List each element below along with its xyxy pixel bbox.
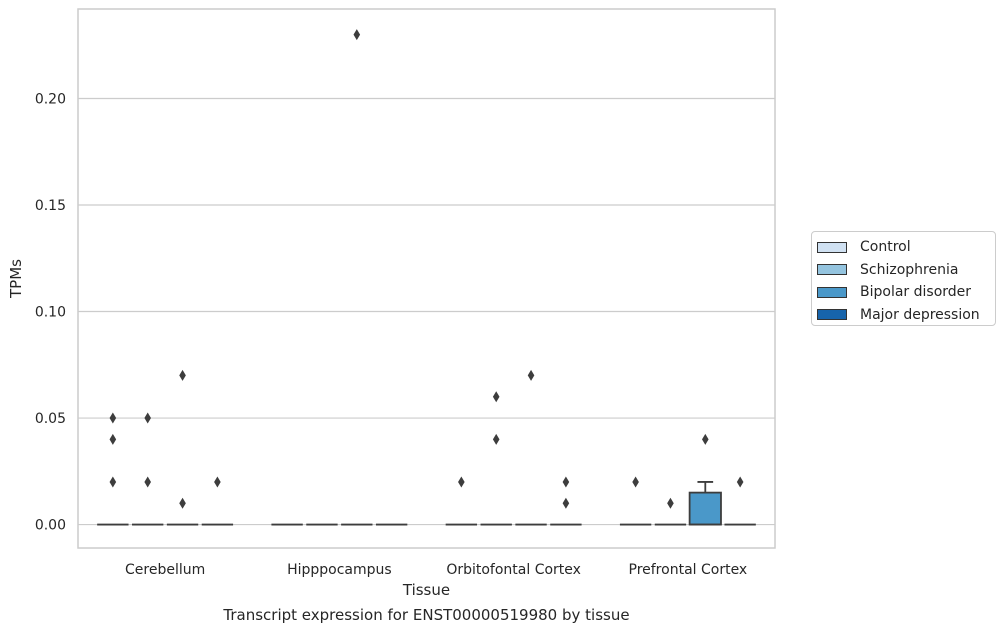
y-tick-label: 0.15	[35, 198, 66, 214]
outlier-point	[492, 391, 500, 403]
legend-label-major-depression: Major depression	[860, 306, 980, 323]
legend: Control Schizophrenia Bipolar disorder M…	[811, 231, 996, 326]
x-axis-label: Tissue	[402, 581, 450, 599]
outlier-point	[109, 412, 117, 424]
outlier-point	[562, 476, 570, 488]
legend-item-bipolar-disorder: Bipolar disorder	[817, 281, 995, 304]
legend-item-control: Control	[817, 236, 995, 259]
plot-background	[78, 9, 775, 548]
legend-swatch-schizophrenia	[817, 264, 847, 276]
x-tick-label: Prefrontal Cortex	[629, 562, 748, 578]
outlier-point	[179, 369, 186, 381]
outlier-point	[109, 476, 117, 488]
chart-caption: Transcript expression for ENST0000051998…	[223, 606, 630, 624]
legend-label-bipolar-disorder: Bipolar disorder	[860, 284, 972, 301]
legend-item-schizophrenia: Schizophrenia	[817, 259, 995, 282]
outlier-point	[632, 476, 639, 488]
box	[688, 491, 722, 526]
legend-label-schizophrenia: Schizophrenia	[860, 261, 959, 278]
y-tick-label: 0.20	[35, 91, 66, 107]
outlier-point	[109, 433, 117, 445]
outlier-point	[353, 29, 361, 41]
outlier-point	[527, 369, 535, 381]
legend-swatch-control	[817, 241, 847, 253]
y-axis-label: TPMs	[7, 259, 25, 299]
outlier-point	[562, 497, 570, 509]
legend-swatch-major-depression	[817, 309, 847, 321]
outlier-point	[702, 433, 709, 445]
outlier-point	[458, 476, 465, 488]
outlier-point	[736, 476, 744, 488]
plot-frame	[77, 8, 776, 549]
legend-item-major-depression: Major depression	[817, 304, 995, 327]
legend-label-control: Control	[860, 239, 911, 256]
y-tick-label: 0.05	[35, 411, 66, 427]
x-tick-label: Hipppocampus	[287, 562, 392, 578]
outlier-point	[179, 497, 186, 509]
outlier-point	[214, 476, 221, 488]
x-tick-label: Orbitofontal Cortex	[446, 562, 581, 578]
x-tick-label: Cerebellum	[125, 562, 205, 578]
y-tick-label: 0.00	[35, 518, 66, 534]
outlier-point	[492, 433, 500, 445]
y-tick-label: 0.10	[35, 305, 66, 321]
legend-swatch-bipolar-disorder	[817, 286, 847, 298]
outlier-point	[144, 412, 151, 424]
outlier-point	[144, 476, 151, 488]
outlier-point	[667, 497, 674, 509]
